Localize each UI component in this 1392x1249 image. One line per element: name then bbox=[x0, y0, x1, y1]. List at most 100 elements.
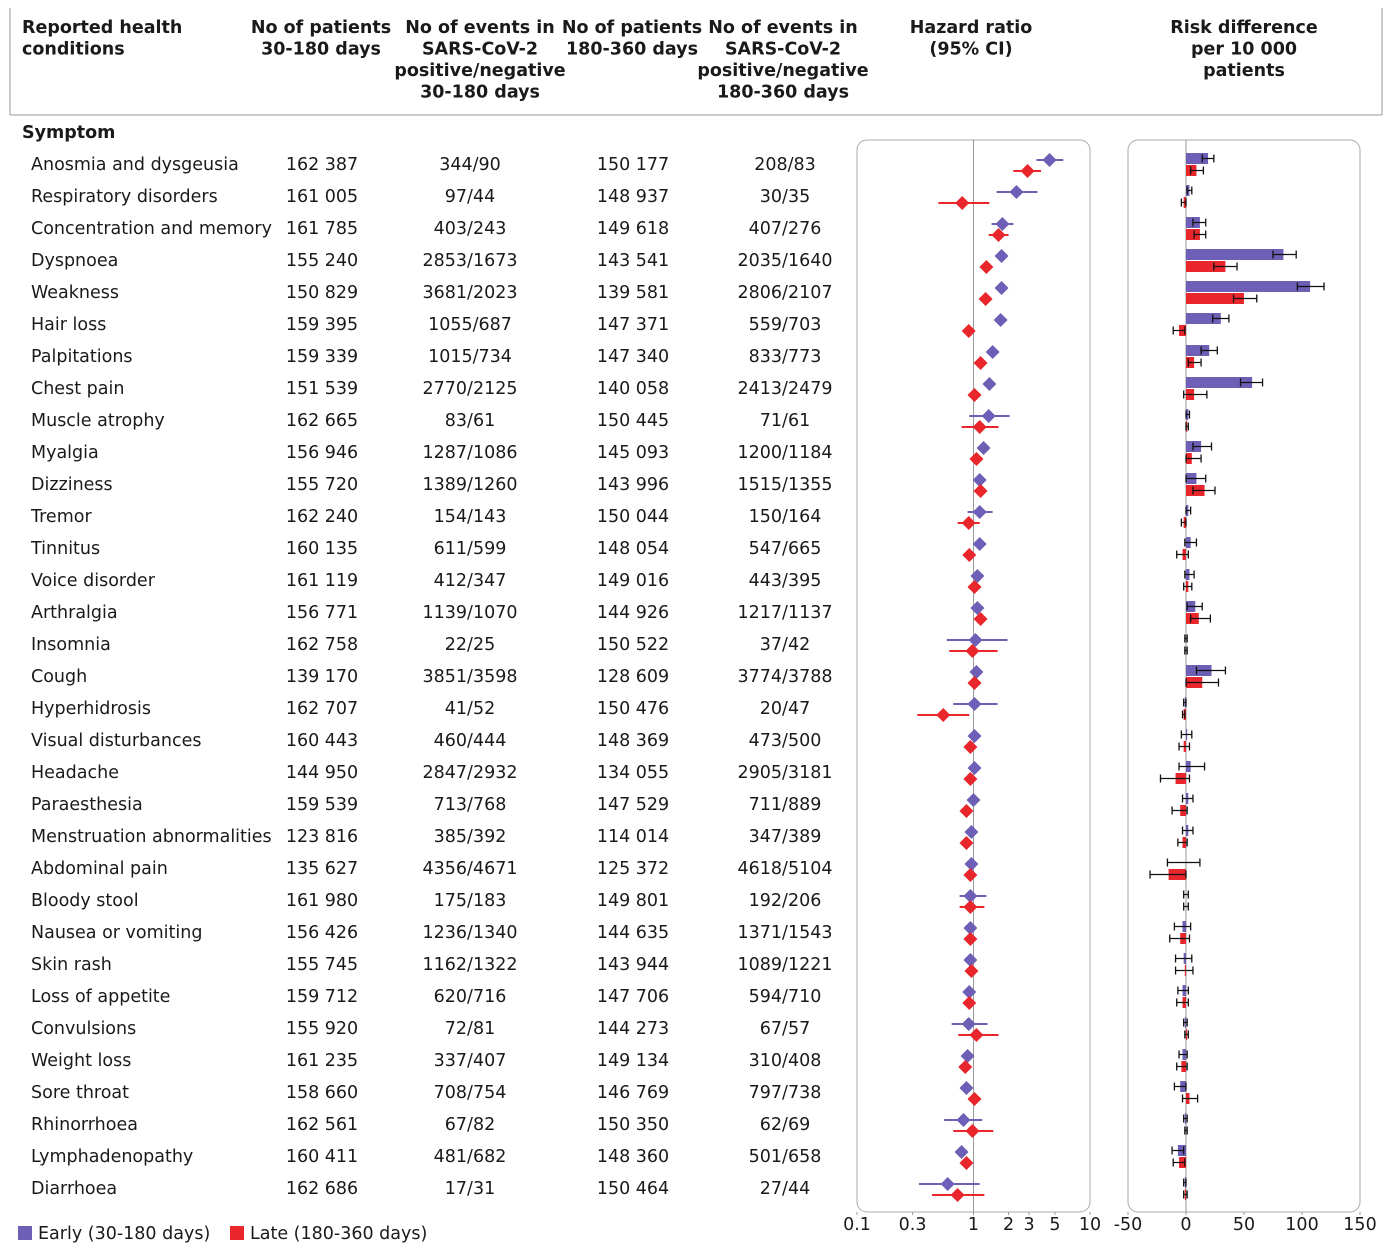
column-header: positive/negative bbox=[697, 61, 868, 81]
table-cell: 154/143 bbox=[434, 507, 507, 527]
hr-diamond bbox=[972, 420, 987, 434]
error-bar bbox=[1183, 390, 1208, 399]
table-cell: Paraesthesia bbox=[31, 795, 143, 815]
table-cell: 2806/2107 bbox=[738, 283, 833, 303]
hr-diamond bbox=[962, 985, 977, 999]
table-cell: 162 561 bbox=[286, 1115, 358, 1135]
table-cell: 67/82 bbox=[445, 1115, 495, 1135]
error-bar bbox=[1186, 602, 1203, 611]
x-tick-label: -50 bbox=[1114, 1215, 1143, 1235]
table-cell: Cough bbox=[31, 667, 87, 687]
table-cell: 1371/1543 bbox=[738, 923, 833, 943]
table-cell: Skin rash bbox=[31, 955, 112, 975]
table-cell: 147 706 bbox=[597, 987, 669, 1007]
table-cell: 159 539 bbox=[286, 795, 358, 815]
error-bar bbox=[1232, 294, 1258, 303]
rd-bar bbox=[1186, 281, 1311, 292]
hr-diamond bbox=[965, 1124, 980, 1138]
hr-diamond bbox=[961, 324, 976, 338]
error-bar bbox=[1171, 806, 1188, 815]
table-cell: 1089/1221 bbox=[738, 955, 833, 975]
table-cell: Voice disorder bbox=[31, 571, 156, 591]
error-bar bbox=[1184, 1126, 1188, 1135]
table-cell: 67/57 bbox=[760, 1019, 810, 1039]
hr-diamond bbox=[963, 772, 978, 786]
table-cell: Chest pain bbox=[31, 379, 124, 399]
table-cell: 150 445 bbox=[597, 411, 669, 431]
table-cell: 156 771 bbox=[286, 603, 358, 623]
table-cell: 403/243 bbox=[434, 219, 507, 239]
table-cell: 155 720 bbox=[286, 475, 358, 495]
table-cell: 123 816 bbox=[286, 827, 358, 847]
table-cell: 114 014 bbox=[597, 827, 669, 847]
table-cell: Bloody stool bbox=[31, 891, 139, 911]
rd-bar bbox=[1186, 313, 1221, 324]
table-cell: 147 529 bbox=[597, 795, 669, 815]
x-tick-label: 1 bbox=[968, 1215, 979, 1235]
error-bar bbox=[1180, 518, 1187, 527]
error-bar bbox=[1178, 742, 1191, 751]
hr-diamond bbox=[973, 356, 988, 370]
table-cell: 208/83 bbox=[754, 155, 816, 175]
column-header: 180-360 days bbox=[566, 40, 698, 60]
table-cell: 1389/1260 bbox=[423, 475, 518, 495]
hr-diamond bbox=[955, 196, 970, 210]
table-cell: 150 177 bbox=[597, 155, 669, 175]
table-cell: 150/164 bbox=[749, 507, 822, 527]
hr-diamond bbox=[1042, 153, 1057, 167]
table-cell: Nausea or vomiting bbox=[31, 923, 202, 943]
hr-diamond bbox=[964, 857, 979, 871]
table-cell: 481/682 bbox=[434, 1147, 507, 1167]
table-cell: 1200/1184 bbox=[738, 443, 833, 463]
hr-diamond bbox=[969, 1028, 984, 1042]
x-tick-label: 150 bbox=[1343, 1215, 1376, 1235]
error-bar bbox=[1192, 442, 1213, 451]
table-cell: 149 801 bbox=[597, 891, 669, 911]
hr-diamond bbox=[969, 452, 984, 466]
table-cell: 2847/2932 bbox=[423, 763, 518, 783]
rd-bar bbox=[1186, 293, 1244, 304]
table-cell: 460/444 bbox=[434, 731, 507, 751]
hr-diamond bbox=[973, 612, 988, 626]
table-cell: Diarrhoea bbox=[31, 1179, 117, 1199]
x-tick-label: 0 bbox=[1180, 1215, 1191, 1235]
table-cell: 148 054 bbox=[597, 539, 669, 559]
table-cell: 797/738 bbox=[749, 1083, 822, 1103]
table-cell: 97/44 bbox=[445, 187, 495, 207]
error-bar bbox=[1174, 954, 1193, 963]
error-bar bbox=[1185, 678, 1220, 687]
table-cell: 145 093 bbox=[597, 443, 669, 463]
table-cell: 175/183 bbox=[434, 891, 507, 911]
hr-diamond bbox=[965, 644, 980, 658]
table-cell: 22/25 bbox=[445, 635, 495, 655]
hr-diamond bbox=[962, 996, 977, 1010]
table-cell: 148 360 bbox=[597, 1147, 669, 1167]
column-header: No of patients bbox=[251, 18, 391, 38]
table-cell: 160 135 bbox=[286, 539, 358, 559]
hr-diamond bbox=[967, 697, 982, 711]
table-cell: 711/889 bbox=[749, 795, 822, 815]
error-bar bbox=[1185, 506, 1192, 515]
rd-bar bbox=[1186, 153, 1209, 164]
table-cell: 443/395 bbox=[749, 571, 822, 591]
table-cell: 2413/2479 bbox=[738, 379, 833, 399]
table-cell: 385/392 bbox=[434, 827, 507, 847]
rd-bar bbox=[1186, 229, 1200, 240]
column-header: 30-180 days bbox=[261, 40, 381, 60]
table-cell: 148 937 bbox=[597, 187, 669, 207]
table-cell: 147 340 bbox=[597, 347, 669, 367]
column-header: patients bbox=[1203, 61, 1285, 81]
error-bar bbox=[1183, 890, 1189, 899]
table-cell: 135 627 bbox=[286, 859, 358, 879]
table-cell: 128 609 bbox=[597, 667, 669, 687]
table-cell: Concentration and memory bbox=[31, 219, 272, 239]
x-tick-label: 3 bbox=[1024, 1215, 1035, 1235]
table-cell: 2035/1640 bbox=[738, 251, 833, 271]
table-cell: 150 350 bbox=[597, 1115, 669, 1135]
error-bar bbox=[1239, 378, 1264, 387]
table-cell: 161 005 bbox=[286, 187, 358, 207]
table-cell: 161 980 bbox=[286, 891, 358, 911]
table-cell: Headache bbox=[31, 763, 119, 783]
table-cell: Weakness bbox=[31, 283, 119, 303]
table-cell: 155 240 bbox=[286, 251, 358, 271]
